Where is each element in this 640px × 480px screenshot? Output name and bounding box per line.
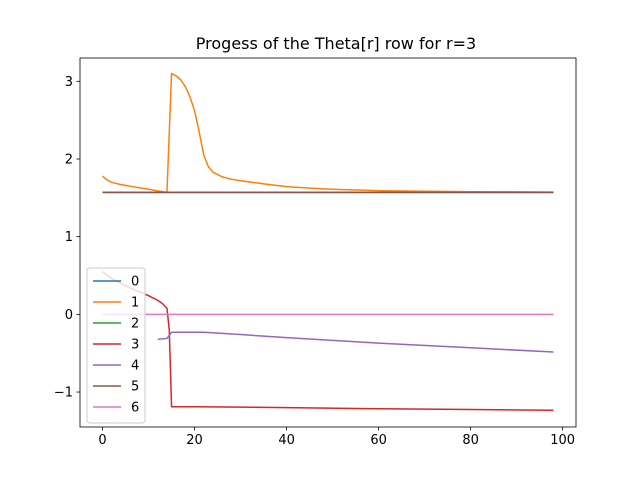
y-tick-label: −1 bbox=[54, 386, 73, 401]
x-tick-label: 80 bbox=[462, 433, 479, 448]
series-line-4 bbox=[157, 331, 554, 353]
axes-frame bbox=[79, 57, 577, 428]
legend-label-3: 3 bbox=[131, 338, 139, 353]
x-tick-label: 20 bbox=[186, 433, 203, 448]
x-tick-label: 60 bbox=[370, 433, 387, 448]
y-tick-label: 2 bbox=[65, 152, 73, 167]
legend: 0 1 2 3 4 5 6 bbox=[86, 267, 146, 424]
y-tick-label: 0 bbox=[65, 308, 73, 323]
legend-label-0: 0 bbox=[131, 275, 139, 290]
x-tick-label: 100 bbox=[550, 433, 575, 448]
legend-label-4: 4 bbox=[131, 359, 139, 374]
legend-label-1: 1 bbox=[131, 296, 139, 311]
legend-label-6: 6 bbox=[131, 401, 139, 416]
chart-title: Progess of the Theta[r] row for r=3 bbox=[196, 34, 476, 53]
x-tick-label: 0 bbox=[98, 433, 106, 448]
legend-box bbox=[86, 267, 146, 424]
legend-label-2: 2 bbox=[131, 317, 139, 332]
y-tick-label: 3 bbox=[65, 75, 73, 90]
series-line-1 bbox=[102, 72, 554, 194]
x-tick-label: 40 bbox=[278, 433, 295, 448]
legend-label-5: 5 bbox=[131, 380, 139, 395]
y-tick-label: 1 bbox=[65, 230, 73, 245]
